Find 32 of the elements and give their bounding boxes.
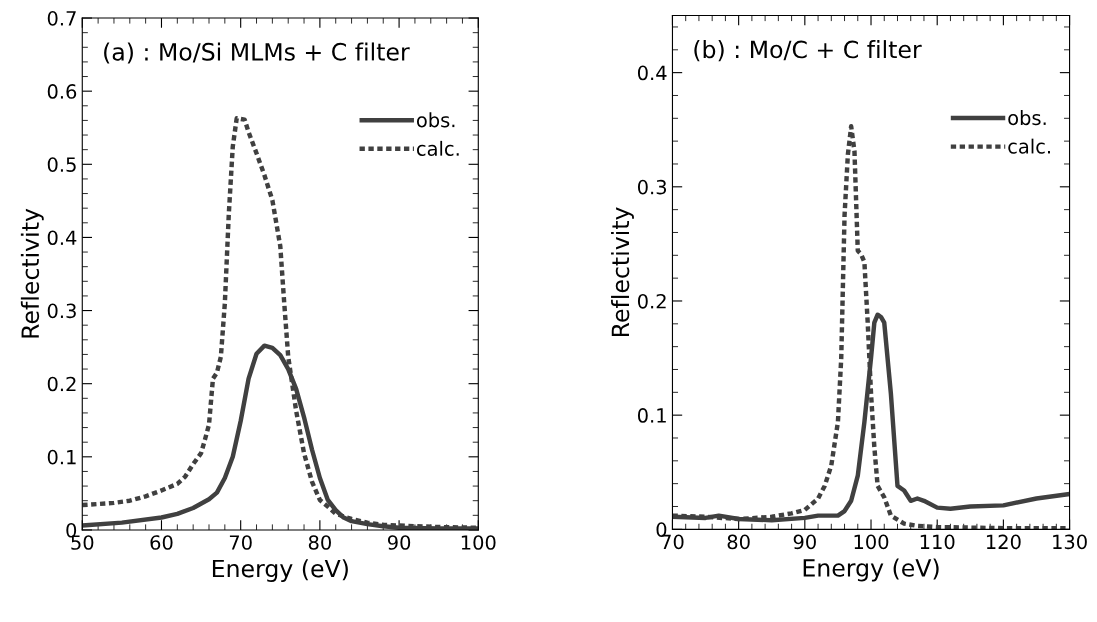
legend-label: obs. (1008, 110, 1046, 126)
x-tick-label: 90 (793, 534, 816, 550)
x-tick-label: 120 (986, 534, 1021, 550)
x-tick-label: 80 (308, 535, 331, 550)
text: (b) : Mo/C + C filter (694, 40, 922, 62)
y-tick-label: 0.6 (47, 84, 77, 99)
legend-label: calc. (416, 140, 459, 156)
x-tick-label: 110 (920, 534, 955, 550)
legend-label: obs. (416, 112, 455, 128)
x-tick-label: 130 (1053, 534, 1087, 550)
y-tick-label: 0.4 (637, 65, 667, 81)
y-tick-label: 0.2 (637, 293, 666, 309)
y-tick-label: 0.1 (637, 408, 666, 423)
x-tick-label: 100 (854, 534, 889, 550)
x-tick-label: 100 (461, 535, 496, 550)
text: (a) : Mo/Si MLMs + C filter (104, 42, 410, 64)
x-axis-title: Energy (eV) (212, 559, 348, 583)
y-tick-label: 0.4 (47, 230, 77, 246)
x-tick-label: 70 (229, 535, 252, 550)
y-tick-label: 0.7 (47, 10, 76, 26)
y-axis-title: Reflectivity (611, 207, 634, 337)
x-tick-label: 60 (150, 535, 173, 550)
y-tick-label: 0.3 (47, 303, 76, 319)
legend-label: calc. (1008, 138, 1050, 154)
x-tick-label: 80 (727, 534, 750, 550)
y-axis-title: Reflectivity (20, 208, 44, 338)
x-tick-label: 90 (387, 535, 411, 550)
y-tick-label: 0.1 (47, 449, 76, 465)
y-tick-label: 0.2 (47, 376, 76, 392)
x-axis-title: Energy (eV) (803, 558, 939, 582)
y-tick-label: 0.3 (637, 179, 667, 195)
y-tick-label: 0.5 (47, 157, 76, 172)
